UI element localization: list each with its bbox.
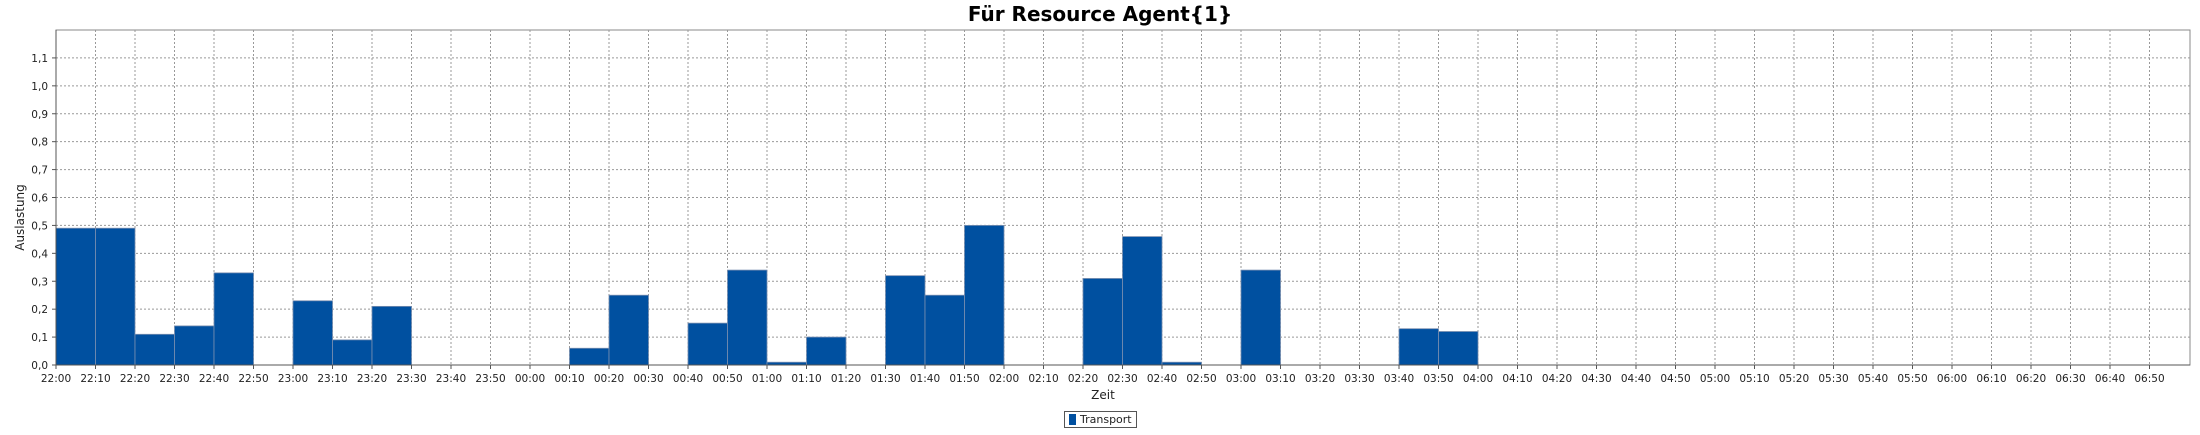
x-tick-label: 01:20: [831, 373, 861, 385]
bar-0220: [1082, 278, 1123, 366]
legend-swatch-icon: [1069, 414, 1076, 425]
x-tick-label: 03:00: [1226, 373, 1256, 385]
bar-2220: [134, 333, 175, 366]
bar-2310: [332, 339, 373, 366]
y-tick-label: 0,5: [31, 220, 48, 232]
y-tick-label: 0,1: [31, 332, 48, 344]
x-tick-label: 06:40: [2095, 373, 2125, 385]
x-tick-label: 01:00: [752, 373, 782, 385]
bar-2230: [174, 325, 215, 366]
x-tick-label: 22:30: [159, 373, 189, 385]
legend: Transport: [1064, 411, 1137, 428]
x-tick-label: 04:50: [1660, 373, 1690, 385]
chart-title: Für Resource Agent{1}: [967, 2, 1233, 26]
x-tick-label: 05:30: [1818, 373, 1848, 385]
bar-0050: [727, 269, 768, 366]
y-ticks-group: 0,0 0,1 0,2 0,3 0,4 0,5 0,6 0,7 0,8 0,9 1,0 1,1: [31, 53, 56, 372]
y-tick-label: 0,4: [31, 248, 48, 260]
y-tick-label: 1,1: [31, 53, 48, 65]
y-tick-label: 0,8: [31, 137, 48, 149]
x-tick-label: 01:10: [791, 373, 821, 385]
x-tick-label: 01:40: [910, 373, 940, 385]
x-tick-label: 22:00: [41, 373, 71, 385]
x-ticks-group: 22:00 22:10 22:20 22:30 22:40 22:50 23:00 23:10…: [41, 365, 2165, 385]
bar-0110: [806, 336, 847, 366]
x-tick-label: 22:50: [238, 373, 268, 385]
y-tick-label: 0,6: [31, 193, 48, 205]
x-tick-label: 04:20: [1542, 373, 1572, 385]
x-tick-label: 03:20: [1305, 373, 1335, 385]
x-tick-label: 03:10: [1265, 373, 1295, 385]
bar-2200: [55, 227, 96, 366]
x-tick-label: 02:20: [1068, 373, 1098, 385]
x-tick-label: 22:20: [120, 373, 150, 385]
x-tick-label: 00:30: [633, 373, 663, 385]
bar-2320: [371, 305, 412, 366]
x-tick-label: 23:30: [396, 373, 426, 385]
x-tick-label: 00:20: [594, 373, 624, 385]
bar-2240: [213, 272, 254, 366]
x-tick-label: 23:40: [436, 373, 466, 385]
x-tick-label: 00:50: [712, 373, 742, 385]
x-tick-label: 05:00: [1700, 373, 1730, 385]
bar-0300: [1240, 269, 1281, 366]
x-tick-label: 23:50: [475, 373, 505, 385]
x-tick-label: 03:30: [1344, 373, 1374, 385]
bar-0230: [1122, 236, 1163, 366]
x-tick-label: 04:30: [1581, 373, 1611, 385]
bar-0150: [964, 225, 1005, 366]
x-tick-label: 06:30: [2055, 373, 2085, 385]
y-tick-label: 0,3: [31, 276, 48, 288]
x-tick-label: 05:10: [1739, 373, 1769, 385]
x-tick-label: 04:40: [1621, 373, 1651, 385]
x-tick-label: 03:50: [1423, 373, 1453, 385]
x-axis-label: Zeit: [1091, 388, 1115, 402]
x-tick-label: 05:20: [1779, 373, 1809, 385]
bar-0040: [687, 322, 728, 366]
x-tick-label: 06:10: [1976, 373, 2006, 385]
y-axis-label: Auslastung: [13, 184, 27, 251]
y-tick-label: 0,2: [31, 304, 48, 316]
y-tick-label: 0,7: [31, 165, 48, 177]
x-tick-label: 02:30: [1107, 373, 1137, 385]
x-tick-label: 04:00: [1463, 373, 1493, 385]
bar-0340: [1398, 328, 1439, 366]
x-tick-label: 00:00: [515, 373, 545, 385]
x-tick-label: 06:00: [1937, 373, 1967, 385]
x-tick-label: 02:10: [1028, 373, 1058, 385]
x-tick-label: 05:50: [1897, 373, 1927, 385]
legend-label-transport: Transport: [1080, 413, 1132, 426]
x-tick-label: 23:00: [278, 373, 308, 385]
x-tick-label: 06:50: [2134, 373, 2164, 385]
x-tick-label: 00:10: [554, 373, 584, 385]
bar-2210: [95, 227, 136, 366]
bar-0020: [608, 294, 649, 366]
x-tick-label: 04:10: [1502, 373, 1532, 385]
bar-0350: [1438, 331, 1479, 366]
bars-group: [55, 225, 1479, 366]
y-tick-label: 0,9: [31, 109, 48, 121]
bar-0140: [924, 294, 965, 366]
x-tick-label: 23:20: [357, 373, 387, 385]
x-tick-label: 01:50: [949, 373, 979, 385]
x-tick-label: 22:40: [199, 373, 229, 385]
bar-0130: [885, 275, 926, 366]
x-tick-label: 03:40: [1384, 373, 1414, 385]
y-tick-label: 1,0: [31, 81, 48, 93]
x-tick-label: 22:10: [80, 373, 110, 385]
x-tick-label: 00:40: [673, 373, 703, 385]
x-tick-label: 02:50: [1186, 373, 1216, 385]
x-tick-label: 06:20: [2016, 373, 2046, 385]
y-tick-label: 0,0: [31, 360, 48, 372]
x-tick-label: 01:30: [870, 373, 900, 385]
x-tick-label: 05:40: [1858, 373, 1888, 385]
bar-0010: [569, 347, 610, 366]
x-tick-label: 23:10: [317, 373, 347, 385]
x-tick-label: 02:40: [1147, 373, 1177, 385]
x-tick-label: 02:00: [989, 373, 1019, 385]
bar-2300: [292, 300, 333, 366]
